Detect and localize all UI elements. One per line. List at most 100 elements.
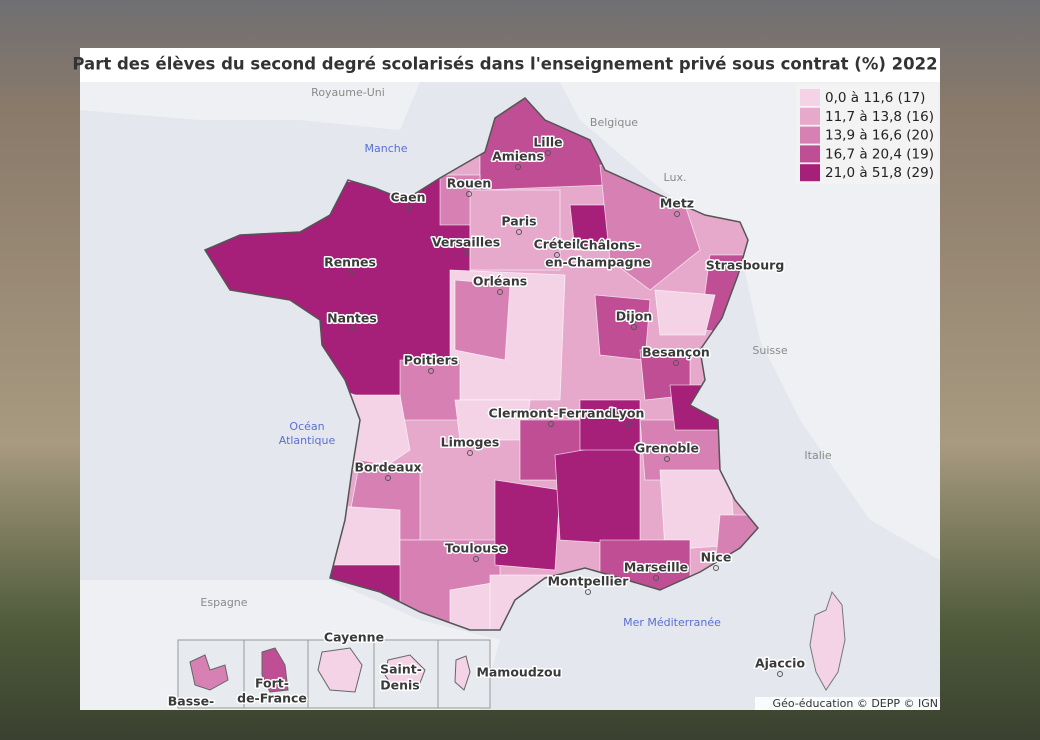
city-label: Basse- xyxy=(168,694,215,709)
city-label: Mamoudzou xyxy=(476,665,561,680)
city-label: Lyon xyxy=(612,406,645,421)
city-dot xyxy=(777,671,783,677)
city-dot xyxy=(516,229,522,235)
city-dot xyxy=(497,289,503,295)
city-label: Orléans xyxy=(473,274,527,289)
city-label: Grenoble xyxy=(635,441,699,456)
country-label: Royaume-Uni xyxy=(311,86,385,99)
country-label: Lux. xyxy=(664,171,687,184)
legend-swatch xyxy=(800,107,820,125)
city-label: Dijon xyxy=(616,309,652,324)
legend-swatch xyxy=(800,164,820,182)
legend-label: 21,0 à 51,8 (29) xyxy=(825,165,934,181)
city-label: Châlons- xyxy=(580,238,641,253)
city-label: Rouen xyxy=(447,176,492,191)
city-label: Rennes xyxy=(324,255,376,270)
city-label: de-France xyxy=(237,691,307,706)
city-dot xyxy=(467,450,473,456)
city-dot xyxy=(548,421,554,427)
title: Part des élèves du second degré scolaris… xyxy=(72,55,937,74)
mayotte xyxy=(454,655,471,691)
uk-land xyxy=(80,82,420,130)
sea-label: Mer Méditerranée xyxy=(623,616,721,629)
legend-swatch xyxy=(800,145,820,163)
credit-box xyxy=(755,697,940,710)
region xyxy=(554,439,641,546)
city-label: Cayenne xyxy=(324,630,384,645)
labels: Royaume-Uni Belgique Lux. Manche LilleAmiens… xyxy=(166,86,832,710)
city-dot xyxy=(385,475,391,481)
city-label: en-Champagne xyxy=(545,255,651,270)
city-dot xyxy=(674,211,680,217)
sea-label: Océan xyxy=(289,420,324,433)
legend-swatch xyxy=(800,126,820,144)
city-label: Versailles xyxy=(432,235,500,250)
sea-label: Manche xyxy=(365,142,408,155)
city-label: Saint- xyxy=(380,662,422,677)
city-dot xyxy=(466,191,472,197)
city-label: Poitiers xyxy=(404,353,458,368)
city-dot xyxy=(631,324,637,330)
city-dot xyxy=(713,565,719,571)
city-dot xyxy=(664,456,670,462)
city-label: Ajaccio xyxy=(755,656,805,671)
france-outline xyxy=(203,97,759,631)
city-label: Bordeaux xyxy=(354,460,421,475)
city-label: Montpellier xyxy=(548,574,630,589)
region xyxy=(469,189,561,271)
city-label: Caen xyxy=(391,190,426,205)
region xyxy=(494,479,561,571)
legend-label: 16,7 à 20,4 (19) xyxy=(825,146,934,162)
city-label: Metz xyxy=(660,196,694,211)
city-label: Nice xyxy=(701,550,732,565)
legend-swatch xyxy=(800,89,820,106)
region xyxy=(654,289,716,336)
country-label: Italie xyxy=(804,449,831,462)
legend: 0,0 à 11,6 (17) 11,7 à 13,8 (16) 13,9 à 16… xyxy=(800,89,934,182)
city-label: Paris xyxy=(501,214,536,229)
region xyxy=(454,279,511,361)
east-land xyxy=(560,82,940,560)
city-label: Amiens xyxy=(492,149,544,164)
city-label: Marseille xyxy=(624,560,688,575)
dom-insets xyxy=(177,639,491,709)
legend-label: 13,9 à 16,6 (20) xyxy=(825,128,934,144)
city-label: Limoges xyxy=(441,435,500,450)
country-label: Suisse xyxy=(752,344,787,357)
city-label: Créteil xyxy=(534,237,581,252)
city-label: Toulouse xyxy=(445,541,507,556)
legend-label: 0,0 à 11,6 (17) xyxy=(825,90,925,106)
city-dot xyxy=(625,421,631,427)
martinique xyxy=(261,647,289,693)
city-dot xyxy=(428,368,434,374)
city-dot xyxy=(347,270,353,276)
city-dot xyxy=(405,205,411,211)
city-dot xyxy=(545,150,551,156)
country-label: Belgique xyxy=(590,116,638,129)
city-dot xyxy=(463,250,469,256)
guyane xyxy=(317,647,363,693)
city-label: Denis xyxy=(380,678,419,693)
city-label: Lille xyxy=(533,135,562,150)
city-label: Fort- xyxy=(255,676,289,691)
corsica xyxy=(809,590,846,691)
city-label: Besançon xyxy=(642,345,710,360)
legend-label: 11,7 à 13,8 (16) xyxy=(825,109,934,125)
city-label: Nantes xyxy=(327,311,377,326)
city-label: Strasbourg xyxy=(706,258,785,273)
region xyxy=(579,399,641,451)
country-label: Espagne xyxy=(200,596,247,609)
credit: Géo-éducation © DEPP © IGN xyxy=(773,697,938,710)
city-dot xyxy=(585,589,591,595)
city-dot xyxy=(673,360,679,366)
city-dot xyxy=(653,575,659,581)
guadeloupe xyxy=(189,654,229,691)
sea-label: Atlantique xyxy=(279,434,336,447)
city-dot xyxy=(554,252,560,258)
reunion xyxy=(384,654,426,691)
city-dot xyxy=(349,326,355,332)
city-dot xyxy=(473,556,479,562)
city-label: Clermont-Ferrand xyxy=(489,406,614,421)
city-dot xyxy=(515,164,521,170)
